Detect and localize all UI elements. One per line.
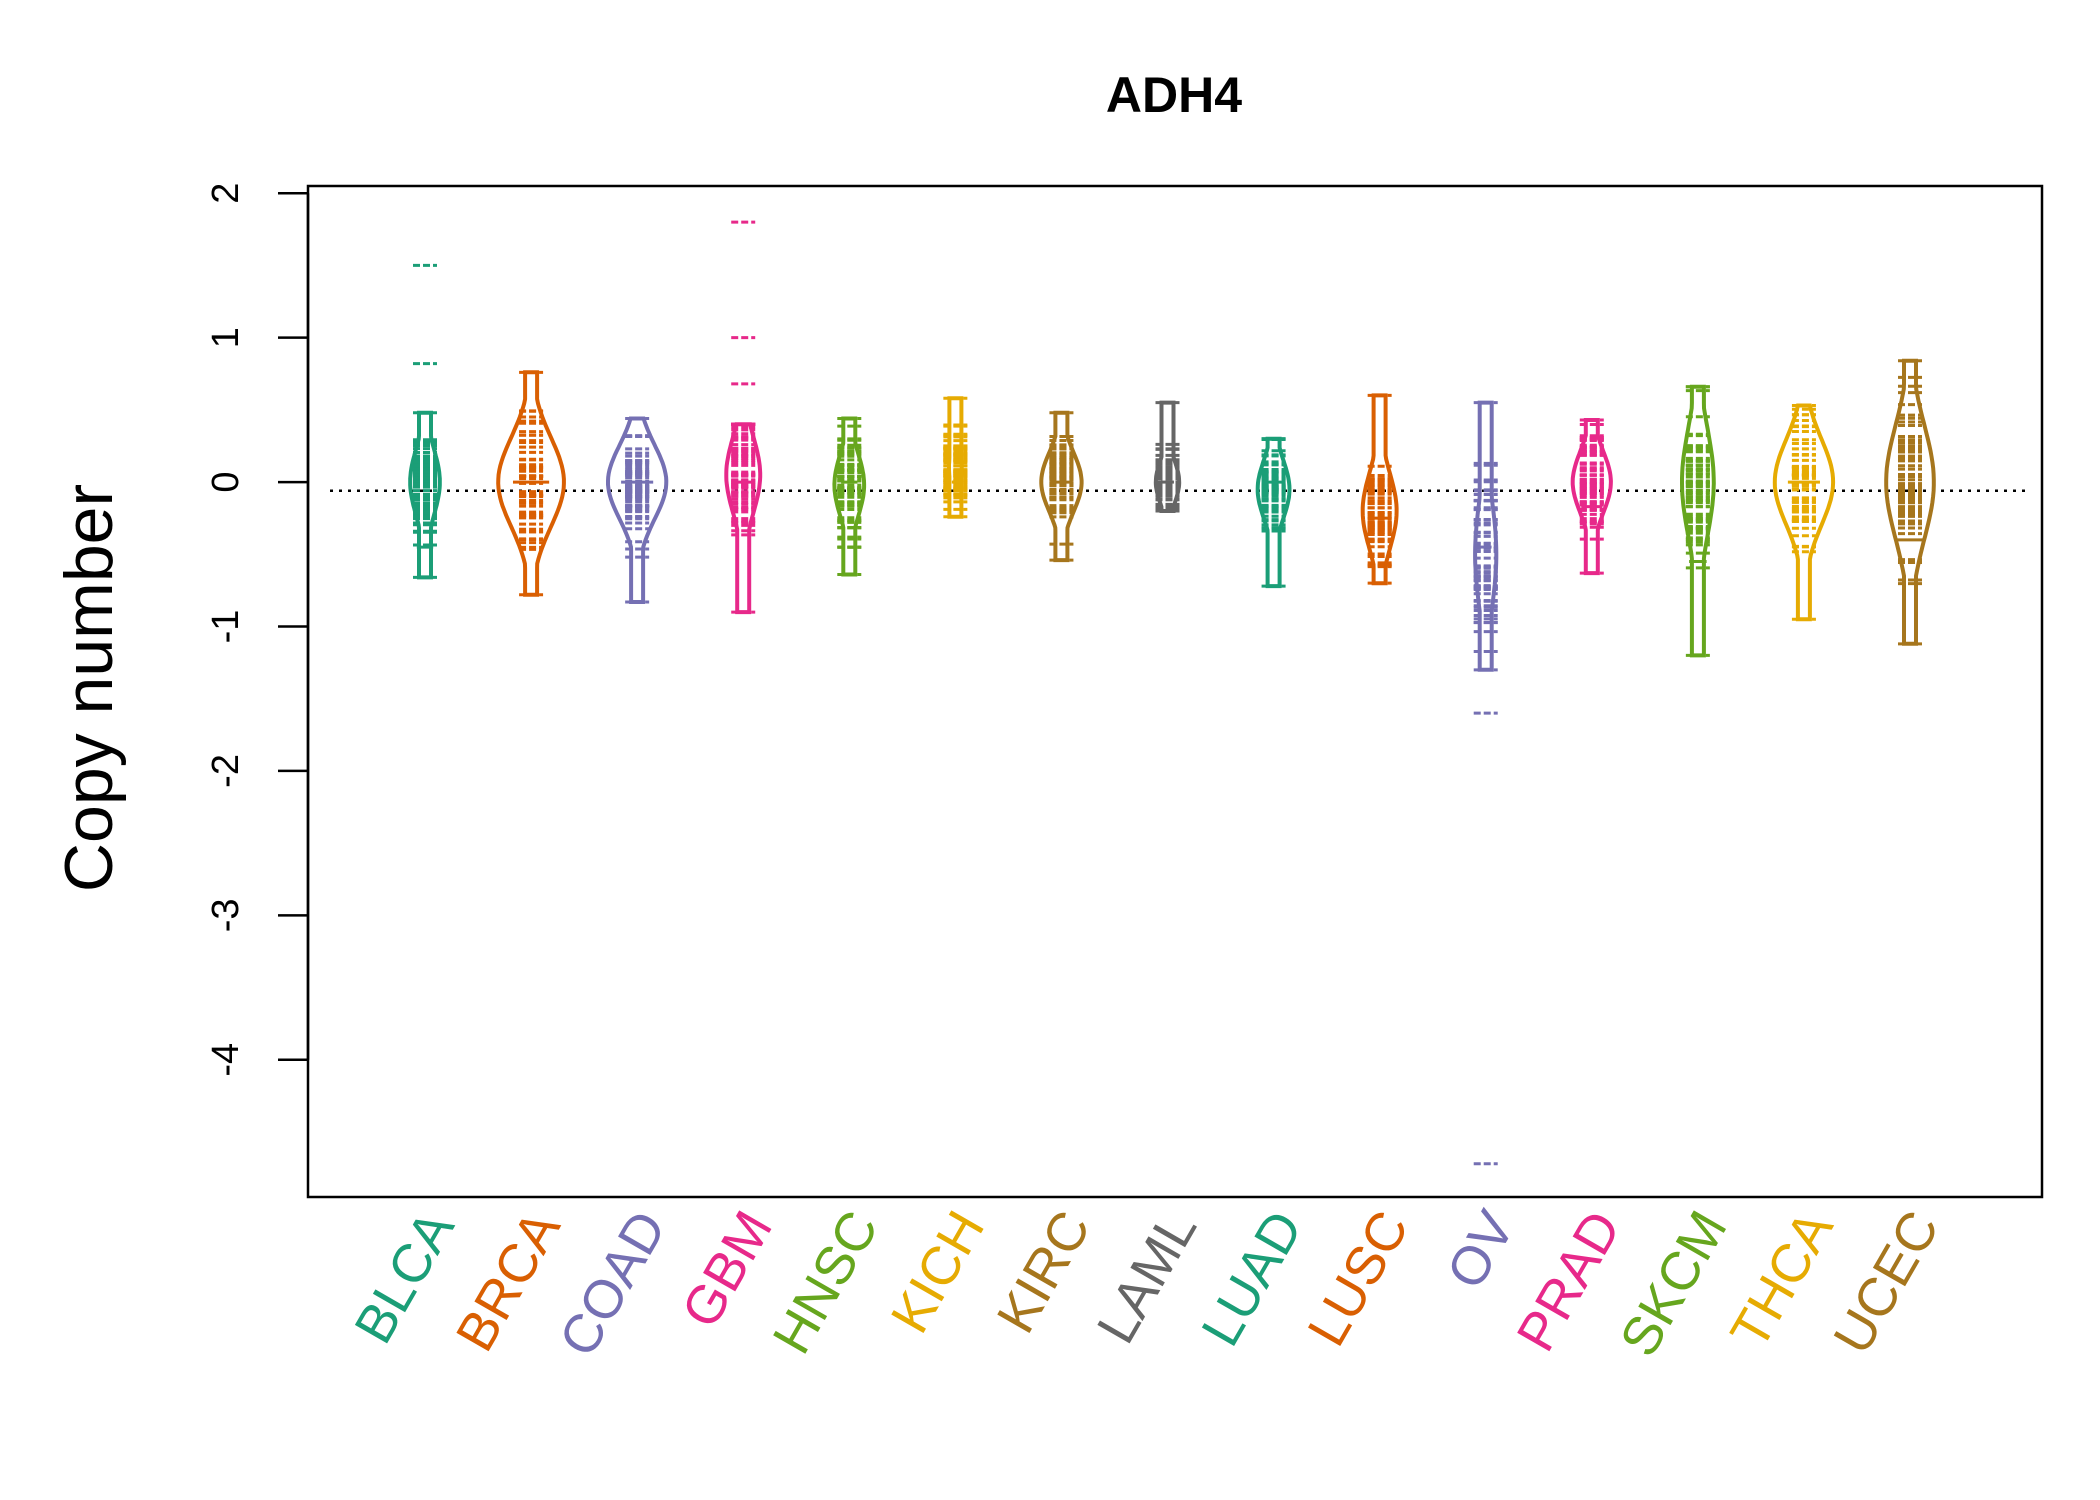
chart-title: ADH4 bbox=[1106, 67, 1242, 123]
x-label-ov: OV bbox=[1435, 1201, 1526, 1299]
bean-prad bbox=[1570, 418, 1613, 576]
y-tick-label: -4 bbox=[205, 1043, 247, 1077]
y-tick-label: -2 bbox=[205, 754, 247, 788]
x-label-lusc: LUSC bbox=[1296, 1201, 1420, 1356]
x-label-kirc: KIRC bbox=[986, 1201, 1102, 1343]
x-label-hnsc: HNSC bbox=[762, 1201, 890, 1364]
bean-luad bbox=[1255, 436, 1292, 589]
y-tick-label: -1 bbox=[205, 610, 247, 644]
y-axis: 2 1 0 -1 -2 -3 -4 bbox=[205, 183, 310, 1077]
x-label-coad: COAD bbox=[548, 1201, 678, 1366]
y-axis-label: Copy number bbox=[51, 484, 127, 892]
x-label-skcm: SKCM bbox=[1609, 1201, 1739, 1366]
y-tick-label: 2 bbox=[205, 183, 247, 204]
x-label-luad: LUAD bbox=[1190, 1201, 1314, 1356]
bean-ucec bbox=[1884, 358, 1936, 646]
bean-kirc bbox=[1039, 410, 1084, 563]
bean-laml bbox=[1153, 400, 1182, 513]
y-tick-label: 0 bbox=[205, 472, 247, 493]
y-tick-label: -3 bbox=[205, 898, 247, 932]
bean-brca bbox=[496, 370, 566, 597]
x-label-laml: LAML bbox=[1086, 1201, 1209, 1353]
bean-skcm bbox=[1680, 384, 1716, 658]
beans bbox=[408, 220, 1936, 1166]
y-tick-label: 1 bbox=[205, 327, 247, 348]
bean-ov bbox=[1473, 400, 1499, 1166]
x-label-kich: KICH bbox=[880, 1201, 996, 1343]
x-label-ucec: UCEC bbox=[1822, 1201, 1950, 1364]
bean-blca bbox=[408, 263, 442, 580]
bean-kich bbox=[943, 396, 968, 519]
x-label-gbm: GBM bbox=[670, 1201, 783, 1338]
bean-lusc bbox=[1360, 393, 1399, 586]
plot-frame bbox=[306, 184, 2044, 1199]
bean-hnsc bbox=[832, 416, 867, 577]
bean-coad bbox=[606, 416, 669, 604]
bean-thca bbox=[1772, 403, 1836, 622]
bean-gbm bbox=[724, 220, 763, 615]
